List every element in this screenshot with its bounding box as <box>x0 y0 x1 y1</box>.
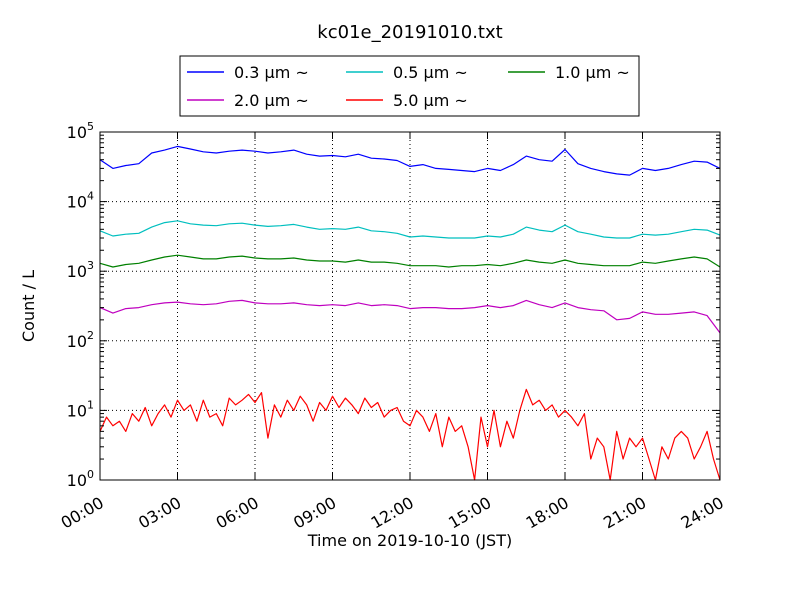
series-line <box>99 145 721 176</box>
grid <box>100 132 720 480</box>
series-line <box>99 254 721 268</box>
series-line <box>99 388 721 481</box>
legend-label: 5.0 µm ~ <box>393 91 468 110</box>
y-tick-base: 10 <box>67 332 87 351</box>
series-line <box>99 299 721 334</box>
legend-label: 1.0 µm ~ <box>555 63 630 82</box>
y-tick-exponent: 1 <box>87 398 94 411</box>
ticks <box>99 131 721 481</box>
y-tick-label: 100 <box>67 468 94 490</box>
y-tick-base: 10 <box>67 193 87 212</box>
x-axis-label: Time on 2019-10-10 (JST) <box>307 531 512 550</box>
y-tick-label: 103 <box>67 259 94 281</box>
legend-label: 0.5 µm ~ <box>393 63 468 82</box>
legend-box <box>179 55 640 117</box>
legend-label: 0.3 µm ~ <box>234 63 309 82</box>
y-tick-exponent: 4 <box>87 190 94 203</box>
legend-label: 2.0 µm ~ <box>234 91 309 110</box>
y-tick-base: 10 <box>67 401 87 420</box>
y-tick-label: 101 <box>67 398 94 420</box>
y-tick-exponent: 5 <box>87 120 94 133</box>
y-tick-label: 104 <box>67 190 94 212</box>
y-tick-exponent: 3 <box>87 259 94 272</box>
y-tick-base: 10 <box>67 123 87 142</box>
legend: 0.3 µm ~ 0.5 µm ~ 1.0 µm ~ 2.0 µm ~ 5.0 µm ~ <box>179 55 640 117</box>
y-tick-exponent: 2 <box>87 329 94 342</box>
series-line <box>99 220 721 239</box>
y-tick-label: 105 <box>67 120 94 142</box>
y-tick-label: 102 <box>67 329 94 351</box>
y-tick-base: 10 <box>67 262 87 281</box>
y-tick-base: 10 <box>67 471 87 490</box>
y-tick-exponent: 0 <box>87 468 94 481</box>
y-axis-label: Count / L <box>19 270 38 342</box>
chart-title: kc01e_20191010.txt <box>317 22 502 43</box>
series-group <box>99 145 721 481</box>
